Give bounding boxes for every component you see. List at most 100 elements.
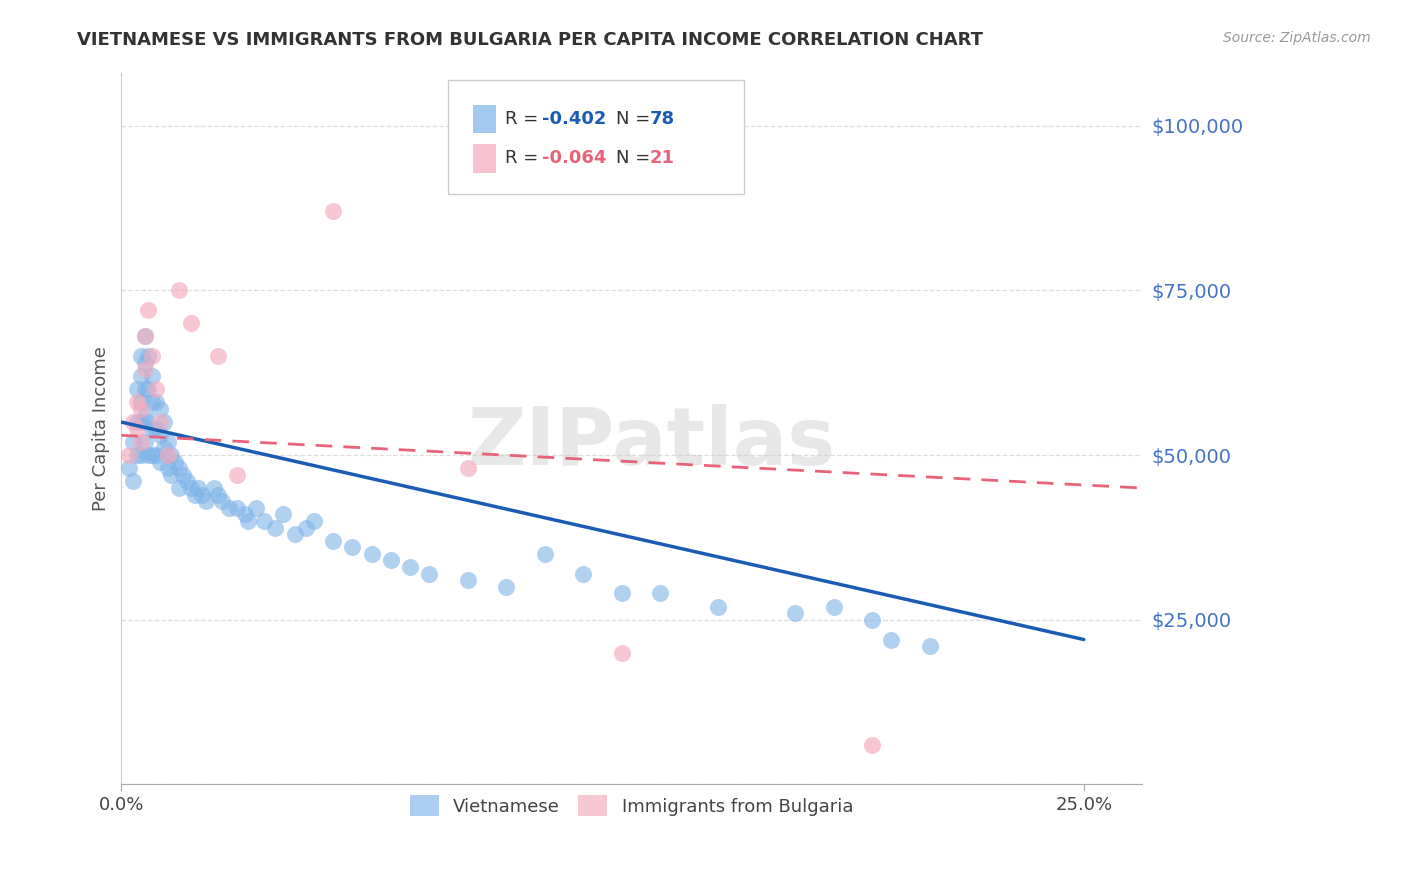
Point — [172, 467, 194, 482]
Point — [322, 204, 344, 219]
Point — [610, 646, 633, 660]
Point — [457, 461, 479, 475]
Point — [129, 401, 152, 416]
Point — [138, 349, 160, 363]
Point — [125, 382, 148, 396]
Point — [233, 508, 256, 522]
Text: -0.064: -0.064 — [541, 149, 606, 168]
Point — [211, 494, 233, 508]
Text: 78: 78 — [650, 111, 675, 128]
Point — [457, 573, 479, 587]
Point — [129, 448, 152, 462]
Point — [141, 422, 163, 436]
Point — [183, 487, 205, 501]
Point — [167, 481, 190, 495]
Point — [295, 520, 318, 534]
Point — [610, 586, 633, 600]
Point — [149, 401, 172, 416]
Point — [125, 448, 148, 462]
Point — [823, 599, 845, 614]
Point — [180, 481, 202, 495]
Bar — [474, 105, 496, 134]
Point — [156, 461, 179, 475]
Point — [141, 369, 163, 384]
Point — [253, 514, 276, 528]
Point — [495, 580, 517, 594]
Point — [145, 395, 167, 409]
Point — [245, 500, 267, 515]
Point — [134, 382, 156, 396]
Point — [271, 508, 294, 522]
Text: 21: 21 — [650, 149, 675, 168]
Point — [145, 422, 167, 436]
Point — [156, 434, 179, 449]
Point — [572, 566, 595, 581]
Point — [134, 409, 156, 423]
Point — [134, 362, 156, 376]
Point — [122, 415, 145, 429]
Point — [122, 434, 145, 449]
Point — [860, 738, 883, 752]
Point — [707, 599, 730, 614]
Point — [134, 329, 156, 343]
Point — [880, 632, 903, 647]
Point — [160, 467, 183, 482]
Point — [207, 487, 229, 501]
Point — [238, 514, 260, 528]
Text: -0.402: -0.402 — [541, 111, 606, 128]
Point — [342, 541, 364, 555]
Point — [149, 415, 172, 429]
Text: N =: N = — [616, 111, 657, 128]
Point — [207, 349, 229, 363]
Point — [129, 415, 152, 429]
Point — [134, 356, 156, 370]
FancyBboxPatch shape — [449, 80, 744, 194]
Point — [141, 349, 163, 363]
Point — [302, 514, 325, 528]
Point — [149, 428, 172, 442]
Point — [125, 422, 148, 436]
Point — [650, 586, 672, 600]
Point — [783, 606, 806, 620]
Point — [264, 520, 287, 534]
Point — [187, 481, 209, 495]
Point — [138, 303, 160, 318]
Text: ZIPatlas: ZIPatlas — [468, 404, 837, 482]
Point — [125, 395, 148, 409]
Point — [145, 448, 167, 462]
Point — [145, 382, 167, 396]
Point — [138, 448, 160, 462]
Point — [176, 475, 198, 489]
Point — [167, 461, 190, 475]
Point — [156, 448, 179, 462]
Point — [129, 434, 152, 449]
Point — [322, 533, 344, 548]
Point — [360, 547, 382, 561]
Point — [129, 349, 152, 363]
Point — [152, 415, 174, 429]
Point — [152, 442, 174, 456]
Text: N =: N = — [616, 149, 657, 168]
Bar — [474, 145, 496, 172]
Point — [138, 382, 160, 396]
Text: R =: R = — [505, 149, 544, 168]
Point — [122, 475, 145, 489]
Point — [191, 487, 214, 501]
Point — [134, 329, 156, 343]
Point — [218, 500, 240, 515]
Point — [918, 639, 941, 653]
Point — [180, 316, 202, 330]
Point — [141, 395, 163, 409]
Point — [226, 467, 249, 482]
Point — [284, 527, 307, 541]
Point — [167, 284, 190, 298]
Point — [149, 455, 172, 469]
Point — [860, 613, 883, 627]
Point — [195, 494, 218, 508]
Point — [160, 448, 183, 462]
Point — [165, 455, 187, 469]
Point — [129, 369, 152, 384]
Point — [129, 395, 152, 409]
Point — [138, 415, 160, 429]
Point — [380, 553, 402, 567]
